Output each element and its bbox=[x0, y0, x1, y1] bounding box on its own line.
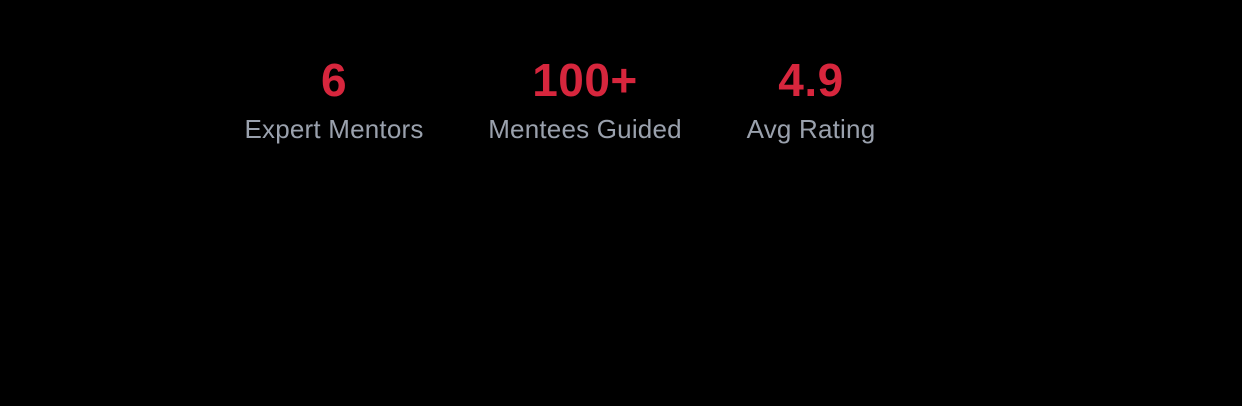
stat-expert-mentors: 6 Expert Mentors bbox=[244, 56, 423, 144]
stat-avg-rating: 4.9 Avg Rating bbox=[747, 56, 876, 144]
stat-value: 100+ bbox=[532, 54, 638, 106]
stat-label: Expert Mentors bbox=[244, 114, 424, 144]
stat-value: 4.9 bbox=[778, 54, 844, 106]
stats-row: 6 Expert Mentors 100+ Mentees Guided 4.9… bbox=[0, 56, 1242, 156]
stat-value: 6 bbox=[320, 54, 348, 106]
stat-mentees-guided: 100+ Mentees Guided bbox=[488, 56, 682, 144]
stat-label: Avg Rating bbox=[746, 114, 876, 144]
stat-label: Mentees Guided bbox=[488, 114, 682, 144]
